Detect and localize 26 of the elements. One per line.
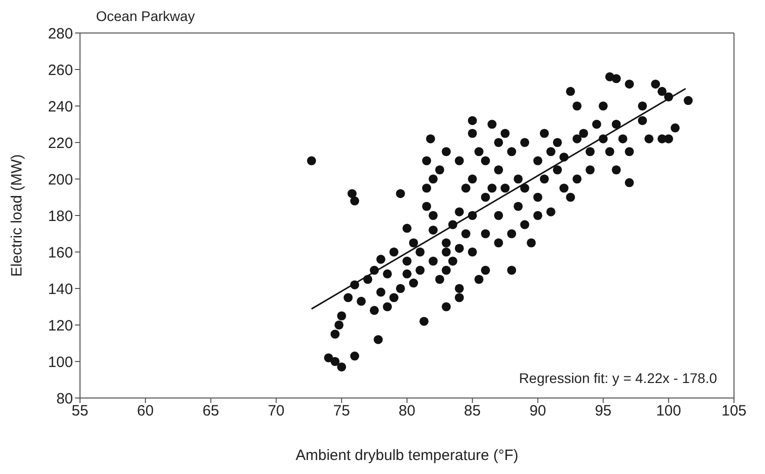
x-tick-label: 80 [398,402,416,420]
y-tick-label: 220 [48,134,73,152]
x-tick-label: 75 [333,402,350,420]
y-tick-label: 240 [48,98,73,116]
x-tick-label: 95 [594,402,612,420]
y-tick-label: 100 [48,354,73,371]
y-tick-label: 200 [48,171,73,188]
chart-title: Ocean Parkway [96,8,195,24]
x-tick-label: 105 [721,402,747,420]
y-axis-title: Electric load (MW) [8,154,26,277]
x-tick-label: 90 [529,402,546,420]
x-tick-label: 85 [464,402,481,420]
x-tick-label: 60 [137,402,154,420]
y-tick-label: 140 [48,280,73,298]
x-tick-label: 55 [72,402,88,420]
x-tick-label: 100 [656,402,682,420]
annotation: Regression fit: y = 4.22x - 178.0 [518,370,717,386]
x-tick-label: 70 [268,402,285,420]
y-tick-label: 260 [48,62,73,79]
y-tick-label: 120 [48,317,73,334]
x-tick-label: 65 [202,402,220,420]
y-tick-label: 160 [48,244,73,262]
y-tick-label: 280 [48,25,73,42]
x-axis-title: Ambient drybulb temperature (°F) [296,447,518,464]
y-tick-label: 80 [56,390,73,408]
y-tick-label: 180 [48,208,73,225]
